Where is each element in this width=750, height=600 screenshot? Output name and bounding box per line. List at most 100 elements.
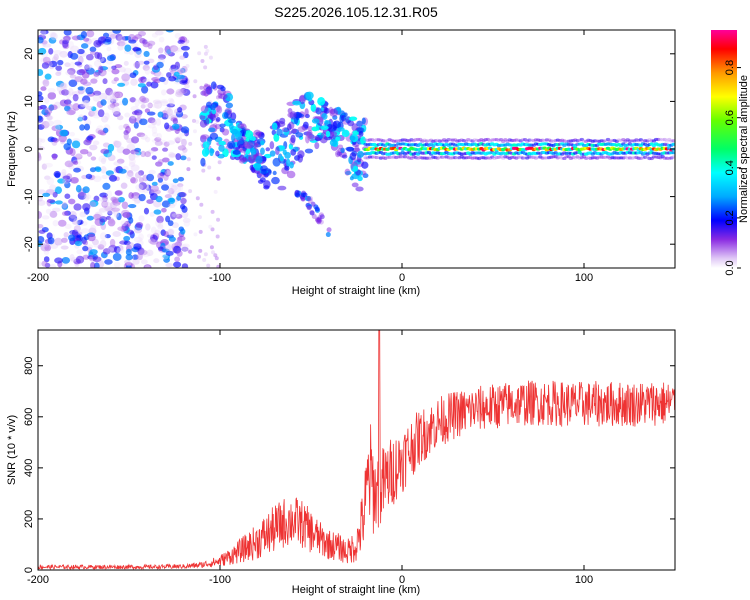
spectrogram-cell <box>148 238 156 244</box>
spectrogram-cell <box>151 126 158 134</box>
spectrogram-cell <box>93 213 102 221</box>
spectrogram-cell <box>77 192 87 200</box>
spectrogram-cell <box>527 138 532 142</box>
spectrogram-cell <box>614 139 619 143</box>
spectrogram-cell <box>110 196 117 202</box>
spectrogram-cell <box>470 139 475 143</box>
x-tick-label: -200 <box>27 272 49 284</box>
spectrogram-cell <box>149 211 155 217</box>
spectrogram-cell <box>104 259 113 265</box>
spectrogram-cell <box>54 124 61 132</box>
spectrogram-cell <box>166 140 176 145</box>
spectrogram-cell <box>113 140 122 148</box>
spectrogram-cell <box>156 61 164 69</box>
spectrogram-cell <box>413 155 419 160</box>
spectrogram-cell <box>297 126 306 133</box>
spectrogram-cell <box>175 213 183 219</box>
spectrogram-cell <box>132 47 141 52</box>
spectrogram-cell <box>306 196 312 202</box>
spectrogram-cell <box>141 97 147 104</box>
spectrogram-x-label: Height of straight line (km) <box>292 285 420 297</box>
spectrogram-cell <box>69 148 76 157</box>
spectrogram-cell <box>181 210 189 219</box>
spectrogram-cell <box>170 64 177 69</box>
spectrogram-cell <box>100 198 109 204</box>
spectrogram-cell <box>137 60 145 65</box>
spectrogram-cell <box>128 158 136 165</box>
spectrogram-cell <box>146 233 153 238</box>
spectrogram-cell <box>145 184 152 191</box>
spectrogram-cell <box>43 249 50 256</box>
spectrogram-cell <box>361 161 369 169</box>
spectrogram-cell <box>336 151 343 156</box>
spectrogram-cell <box>140 104 146 109</box>
spectrogram-cell <box>101 115 109 123</box>
spectrogram-cell <box>306 204 312 210</box>
spectrogram-cell <box>448 156 453 160</box>
spectrogram-cell <box>53 170 61 178</box>
spectrogram-cell <box>101 200 109 208</box>
spectrogram-cell <box>461 139 467 143</box>
spectrogram-cell <box>533 156 539 160</box>
spectrogram-cell <box>279 155 284 162</box>
spectrogram-cell <box>123 235 131 242</box>
spectrogram-cell <box>130 176 136 184</box>
spectrogram-cell <box>130 164 140 172</box>
spectrogram-cell <box>230 112 237 121</box>
spectrogram-cell <box>215 234 220 239</box>
spectrogram-cell <box>55 65 63 71</box>
spectrogram-cell <box>128 217 134 224</box>
spectrogram-cell <box>131 192 141 199</box>
spectrogram-cell <box>58 134 67 143</box>
spectrogram-cell <box>287 108 293 114</box>
spectrogram-cell <box>329 139 338 147</box>
y-tick-label: 0 <box>23 146 35 152</box>
spectrogram-cell <box>89 51 96 56</box>
spectrogram-cell <box>44 175 51 180</box>
spectrogram-cell <box>89 249 98 255</box>
spectrogram-cell <box>139 95 146 103</box>
spectrogram-cell <box>44 262 51 268</box>
colorbar-tick-label: 0.0 <box>724 260 736 275</box>
spectrogram-cell <box>317 97 326 106</box>
spectrogram-cell <box>349 176 354 181</box>
spectrogram-cell <box>65 98 72 107</box>
spectrogram-cell <box>180 67 186 73</box>
spectrogram-cell <box>111 102 120 107</box>
spectrogram-cell <box>164 194 172 199</box>
spectrogram-cell <box>61 237 68 243</box>
spectrogram-cell <box>494 137 499 142</box>
spectrogram-cell <box>426 156 432 160</box>
spectrogram-cell <box>225 102 234 109</box>
spectrogram-cell <box>153 189 161 195</box>
spectrogram-cell <box>202 141 210 150</box>
chart-title: S225.2026.105.12.31.R05 <box>274 4 438 20</box>
spectrogram-cell <box>41 260 48 267</box>
spectrogram-cell <box>159 172 166 177</box>
spectrogram-cell <box>544 138 550 142</box>
spectrogram-cell <box>193 79 198 84</box>
spectrogram-cell <box>146 173 155 182</box>
spectrogram-cell <box>629 156 635 160</box>
spectrogram-cell <box>132 254 139 261</box>
spectrogram-cell <box>290 134 296 144</box>
spectrogram-cell <box>87 233 96 242</box>
spectrogram-cell <box>166 49 172 55</box>
spectrogram-cell <box>52 191 58 198</box>
spectrogram-cell <box>68 198 76 205</box>
spectrogram-cell <box>215 117 221 122</box>
spectrogram-cell <box>62 40 69 49</box>
spectrogram-cell <box>466 138 471 142</box>
spectrogram-cell <box>583 156 589 160</box>
spectrogram-cell <box>492 156 497 161</box>
spectrogram-cell <box>55 124 64 130</box>
spectrogram-cell <box>147 40 156 46</box>
spectrogram-cell <box>311 118 320 124</box>
spectrogram-cell <box>46 198 56 204</box>
spectrogram-cell <box>292 100 302 106</box>
spectrogram-cell <box>272 157 281 167</box>
spectrogram-cell <box>199 119 207 128</box>
spectrogram-cell <box>83 37 90 42</box>
spectrogram-cell <box>320 125 329 130</box>
spectrogram-cell <box>300 196 306 202</box>
